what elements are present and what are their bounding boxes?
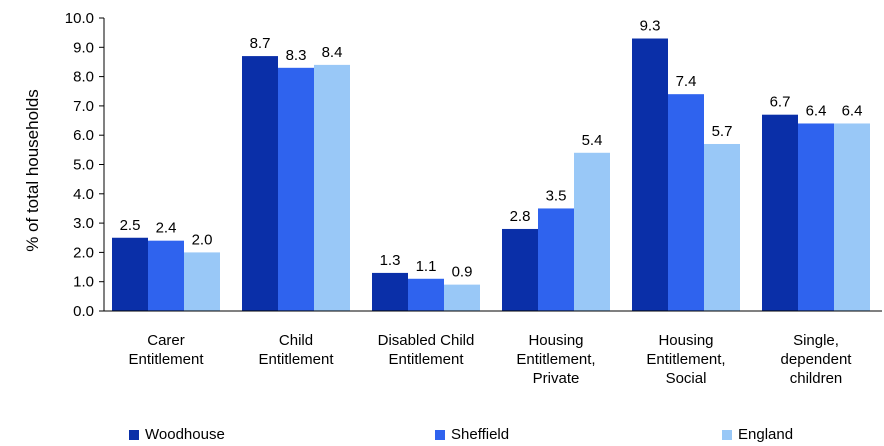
data-label: 1.3: [380, 252, 401, 269]
legend-swatch: [722, 429, 732, 440]
y-tick-label: 5.0: [73, 157, 94, 174]
bars: [112, 38, 870, 312]
legend-swatch: [435, 429, 445, 440]
data-label: 8.4: [322, 44, 343, 61]
data-label: 5.4: [582, 132, 603, 149]
data-label: 1.1: [416, 258, 437, 275]
bar-sheffield: [408, 278, 444, 311]
y-tick-label: 1.0: [73, 274, 94, 291]
data-label: 8.3: [286, 47, 307, 64]
data-labels: 2.5 2.4 2.0 8.7 8.3 8.4 1.3 1.1 0.9 2.8 3.5 5.4 9.3 7…: [120, 18, 863, 281]
bar-chart: 0.01.02.03.04.05.06.07.08.09.010.0 2.5 2.…: [23, 10, 882, 387]
y-tick-label: 6.0: [73, 127, 94, 144]
y-axis-ticks: 0.0 1.0 2.0 3.0 4.0 5.0 6.0 7.0 8.0 9.0 10.0: [65, 10, 104, 320]
data-label: 6.4: [806, 102, 827, 119]
bar-sheffield: [798, 123, 834, 311]
data-label: 6.4: [842, 102, 863, 119]
x-category-label: Disabled Child Entitlement: [378, 332, 475, 368]
legend-item-woodhouse: Woodhouse: [129, 426, 225, 443]
bar-woodhouse: [632, 38, 668, 311]
data-label: 5.7: [712, 123, 733, 140]
x-category-label: Carer Entitlement: [128, 332, 204, 368]
x-axis-category-labels: Carer Entitlement Child Entitlement Disabled…: [128, 332, 852, 387]
x-category-label: Housing Entitlement, Social: [646, 332, 725, 387]
bar-england: [704, 143, 740, 311]
data-label: 2.5: [120, 217, 141, 234]
data-label: 8.7: [250, 35, 271, 52]
y-tick-label: 9.0: [73, 39, 94, 56]
bar-sheffield: [538, 208, 574, 311]
y-axis-title: % of total households: [23, 89, 42, 252]
bar-england: [834, 123, 870, 311]
bar-woodhouse: [242, 56, 278, 312]
y-tick-label: 8.0: [73, 69, 94, 86]
legend-label: England: [738, 426, 794, 443]
data-label: 2.4: [156, 220, 177, 237]
legend-item-sheffield: Sheffield: [435, 426, 509, 443]
bar-woodhouse: [372, 272, 408, 311]
legend: Woodhouse Sheffield England: [0, 424, 884, 446]
bar-england: [574, 152, 610, 311]
bar-england: [184, 252, 220, 311]
data-label: 0.9: [452, 264, 473, 281]
data-label: 9.3: [640, 18, 661, 35]
legend-item-england: England: [722, 426, 793, 443]
y-tick-label: 3.0: [73, 215, 94, 232]
data-label: 7.4: [676, 73, 697, 90]
legend-label: Woodhouse: [145, 426, 225, 443]
y-tick-label: 0.0: [73, 303, 94, 320]
bar-woodhouse: [112, 237, 148, 311]
bar-woodhouse: [762, 114, 798, 311]
y-tick-label: 4.0: [73, 186, 94, 203]
bar-sheffield: [148, 240, 184, 311]
x-category-label: Housing Entitlement, Private: [516, 332, 595, 387]
y-tick-label: 10.0: [65, 10, 94, 27]
x-category-label: Child Entitlement: [258, 332, 334, 368]
bar-england: [314, 64, 350, 311]
data-label: 6.7: [770, 94, 791, 111]
bar-sheffield: [278, 67, 314, 311]
data-label: 3.5: [546, 187, 567, 204]
y-tick-label: 2.0: [73, 244, 94, 261]
x-category-label: Single, dependent children: [781, 332, 853, 387]
bar-woodhouse: [502, 228, 538, 311]
data-label: 2.8: [510, 208, 531, 225]
legend-swatch: [129, 429, 139, 440]
bar-sheffield: [668, 94, 704, 312]
bar-england: [444, 284, 480, 311]
data-label: 2.0: [192, 231, 213, 248]
legend-label: Sheffield: [451, 426, 510, 443]
y-tick-label: 7.0: [73, 98, 94, 115]
